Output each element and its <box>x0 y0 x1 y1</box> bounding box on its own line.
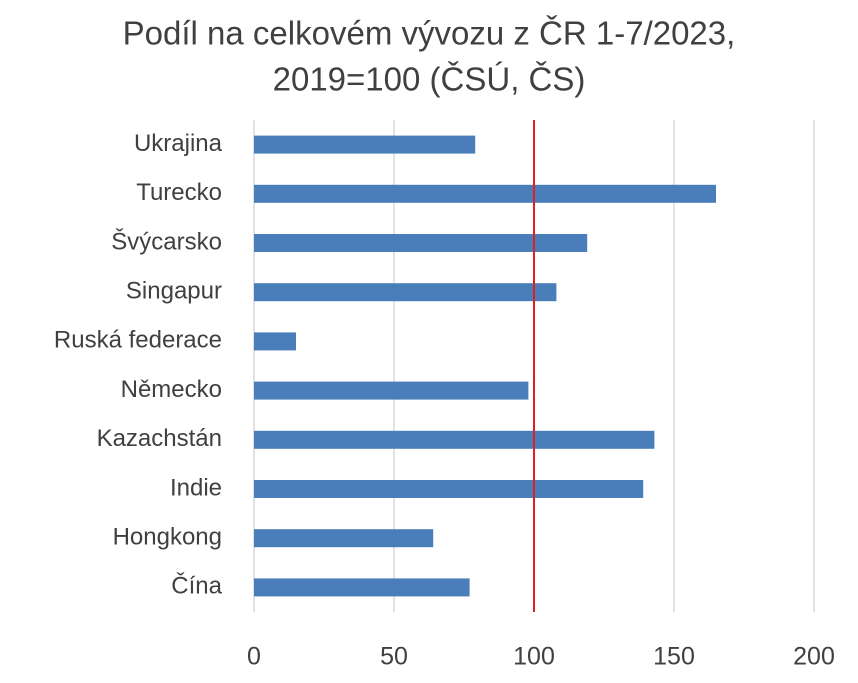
x-tick-label: 0 <box>247 643 261 671</box>
bar <box>254 480 644 498</box>
y-tick-label: Indie <box>170 474 222 501</box>
bar <box>254 381 529 400</box>
bar <box>254 578 470 597</box>
y-tick-label: Turecko <box>136 179 222 206</box>
x-tick-label: 50 <box>380 643 408 671</box>
chart-title: 2019=100 (ČSÚ, ČS) <box>273 61 586 98</box>
bar <box>254 184 716 203</box>
y-tick-label: Ruská federace <box>54 327 222 354</box>
bar <box>254 135 476 154</box>
y-tick-label: Německo <box>121 376 222 403</box>
bar <box>254 430 655 449</box>
y-tick-label: Kazachstán <box>97 425 222 452</box>
x-tick-label: 100 <box>513 643 555 671</box>
chart-title: Podíl na celkovém vývozu z ČR 1-7/2023, <box>123 15 736 52</box>
bar <box>254 234 588 252</box>
y-tick-label: Hongkong <box>113 524 222 551</box>
x-tick-label: 150 <box>653 643 695 671</box>
bar <box>254 283 557 302</box>
y-tick-label: Singapur <box>126 278 222 305</box>
bar <box>254 332 296 351</box>
y-tick-label: Ukrajina <box>134 130 223 157</box>
y-tick-label: Švýcarsko <box>111 227 222 255</box>
x-tick-label: 200 <box>793 643 835 671</box>
y-tick-label: Čína <box>171 572 222 600</box>
bar <box>254 529 434 548</box>
